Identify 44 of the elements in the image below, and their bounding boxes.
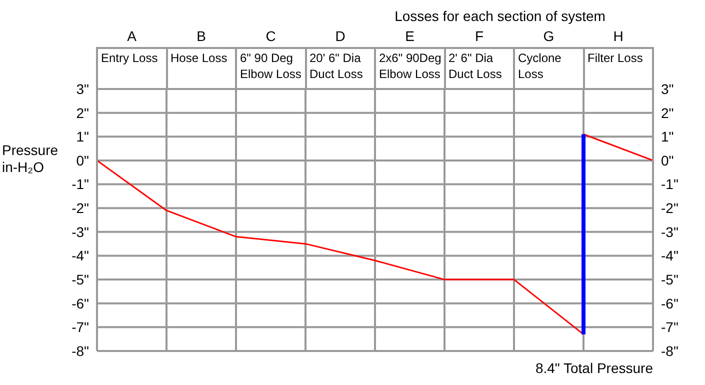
text: D xyxy=(335,28,346,44)
y-tick-label: -3" xyxy=(72,224,90,240)
text: Cyclone Loss xyxy=(518,51,562,81)
y-axis-title: Pressure in-H₂O xyxy=(2,142,58,175)
text: E xyxy=(405,28,414,44)
text: 2x6" 90Deg Elbow Loss xyxy=(379,51,442,81)
y-tick-label: 2" xyxy=(76,104,90,121)
y-tick-label: 0" xyxy=(76,152,90,168)
text: G xyxy=(543,28,554,44)
text: H xyxy=(613,28,624,44)
y-tick-label: -2" xyxy=(72,200,90,216)
y2-tick-label: -1" xyxy=(661,176,678,192)
y-tick-label: -7" xyxy=(72,319,90,336)
y2-tick-label: 0" xyxy=(661,152,674,168)
y2-tick-label: -4" xyxy=(661,248,678,264)
y2-tick-label: -3" xyxy=(661,224,678,240)
y-tick-label: 3" xyxy=(76,80,90,97)
y-tick-label: -5" xyxy=(72,272,90,288)
chart-title: Losses for each section of system xyxy=(394,8,606,24)
y2-tick-label: -6" xyxy=(661,295,678,312)
y-tick-label: -8" xyxy=(72,342,90,359)
text: Filter Loss xyxy=(588,51,643,65)
y2-tick-label: -7" xyxy=(661,319,678,336)
line-series xyxy=(97,160,584,336)
y-tick-label: -4" xyxy=(72,248,90,264)
text: B xyxy=(196,28,206,44)
text: 20' 6" Dia Duct Loss xyxy=(310,51,363,81)
text: 8.4" Total Pressure xyxy=(535,360,653,376)
text: 6" 90 Deg Elbow Loss xyxy=(240,51,302,81)
text: Hose Loss xyxy=(170,51,228,65)
text: Entry Loss xyxy=(101,51,158,65)
y2-tick-label: 1" xyxy=(661,128,674,145)
y2-tick-label: 3" xyxy=(661,80,674,97)
y2-tick-label: -2" xyxy=(661,200,678,216)
y-tick-label: -1" xyxy=(72,176,90,192)
y2-tick-label: -8" xyxy=(661,342,678,359)
y-tick-label: 1" xyxy=(76,128,90,145)
text: 2' 6" Dia Duct Loss xyxy=(448,51,502,81)
text: F xyxy=(474,28,484,44)
y-tick-label: -6" xyxy=(72,295,90,312)
y2-tick-label: 2" xyxy=(661,104,674,121)
text: A xyxy=(127,28,136,44)
y2-tick-label: -5" xyxy=(661,272,678,288)
text: C xyxy=(266,28,276,44)
